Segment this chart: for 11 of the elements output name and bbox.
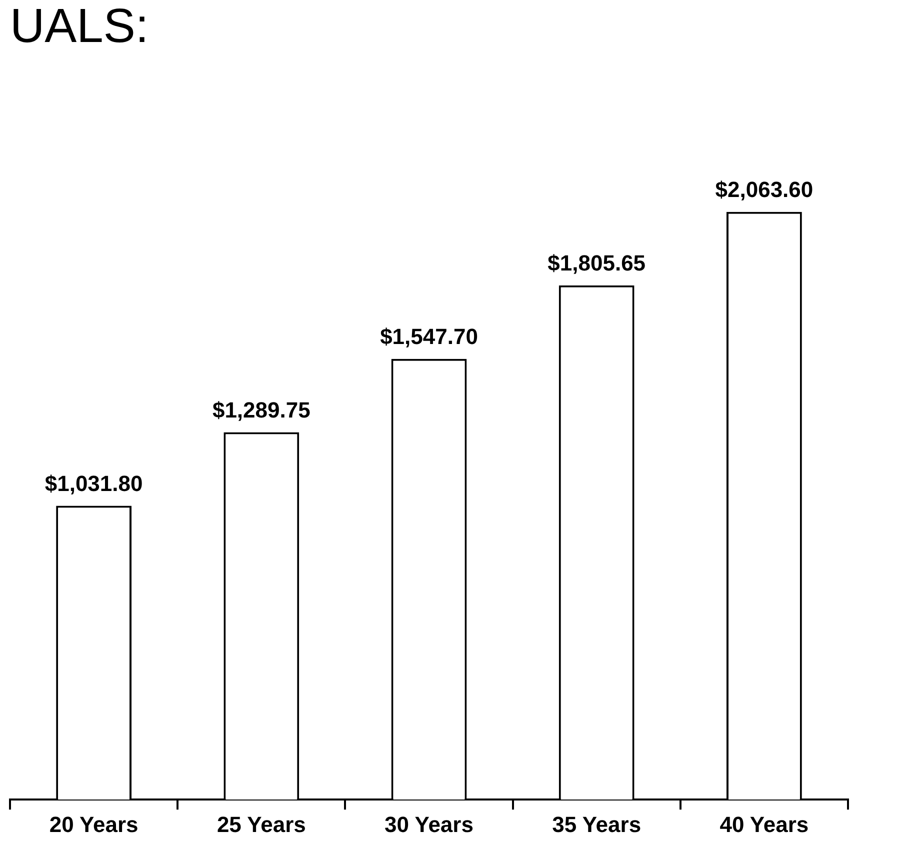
x-tick-label: 40 Years — [720, 812, 809, 837]
x-tick-label: 20 Years — [49, 812, 138, 837]
x-tick-label: 25 Years — [216, 812, 306, 837]
data-label: $1,031.80 — [44, 470, 143, 496]
x-tick-label: 35 Years — [552, 812, 642, 837]
data-label: $1,547.70 — [380, 324, 478, 349]
data-label: $2,063.60 — [715, 176, 814, 202]
x-tick-label: 30 Years — [384, 812, 474, 837]
data-label: $1,805.65 — [548, 250, 646, 276]
data-label: $1,289.75 — [212, 397, 310, 422]
chart-title: UALS: — [10, 0, 149, 54]
